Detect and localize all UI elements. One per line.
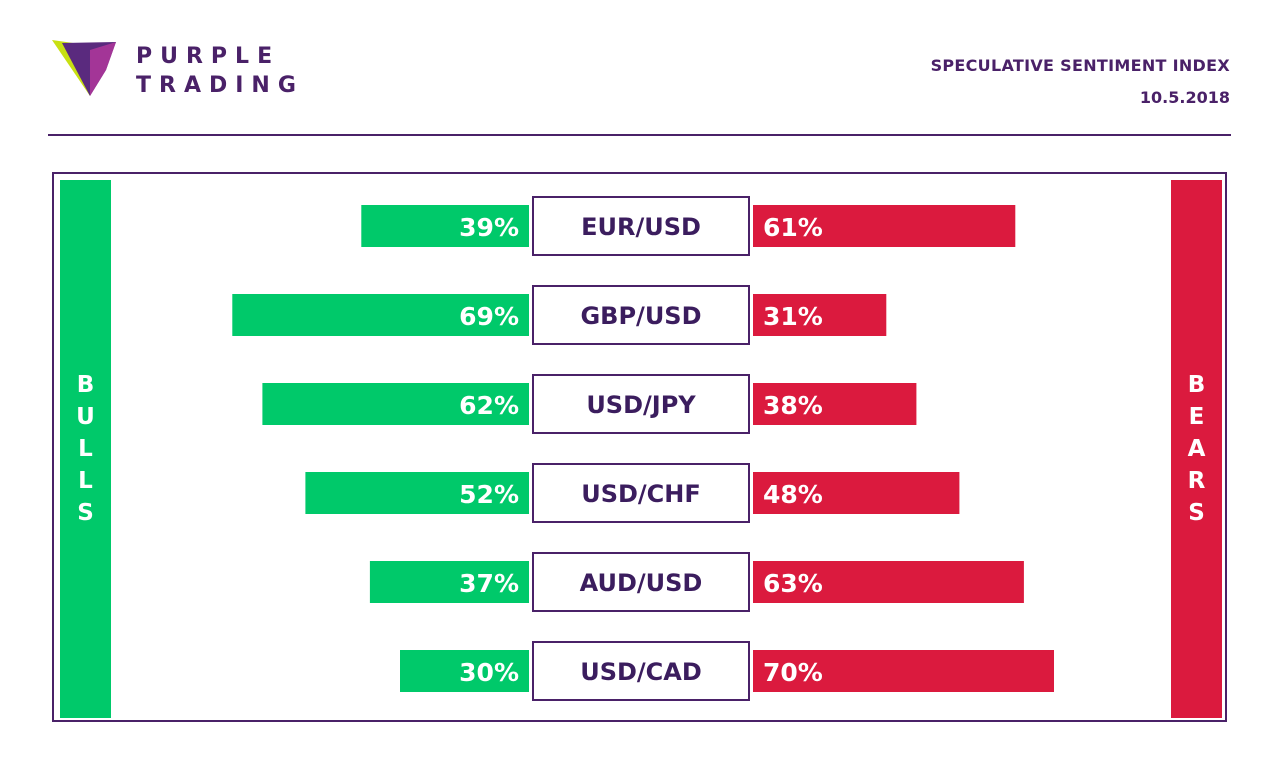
bears-letter: R — [1187, 468, 1206, 494]
bear-value-label: 48% — [763, 480, 823, 509]
bull-bar — [400, 650, 529, 692]
logo-line-1: PURPLE — [136, 44, 281, 69]
pair-label-box — [532, 285, 750, 345]
pair-label: AUD/USD — [580, 569, 703, 597]
bulls-letter: S — [77, 500, 94, 526]
bull-value-label: 39% — [459, 213, 519, 242]
pair-label-box — [532, 641, 750, 701]
pair-label-box — [532, 552, 750, 612]
bull-bar — [369, 561, 529, 603]
purple-trading-logo-icon — [52, 40, 116, 96]
bears-letter: A — [1187, 436, 1206, 462]
bull-value-label: 62% — [459, 391, 519, 420]
bears-letter: B — [1187, 372, 1206, 398]
page-title: SPECULATIVE SENTIMENT INDEX — [930, 56, 1230, 75]
bear-bar — [753, 472, 960, 514]
bulls-letter: B — [76, 372, 95, 398]
bear-bar — [753, 294, 887, 336]
pair-label: USD/CHF — [581, 480, 701, 508]
bulls-letter: U — [76, 404, 95, 430]
bears-letter: E — [1188, 404, 1205, 430]
header-divider — [48, 134, 1231, 136]
pair-label: USD/CAD — [580, 658, 702, 686]
bulls-letter: L — [78, 436, 93, 462]
bear-bar — [753, 205, 1016, 247]
pair-label-box — [532, 374, 750, 434]
bull-value-label: 52% — [459, 480, 519, 509]
bear-bar — [753, 383, 917, 425]
bear-value-label: 38% — [763, 391, 823, 420]
bull-value-label: 37% — [459, 569, 519, 598]
pair-label-box — [532, 196, 750, 256]
purple-trading-logo: PURPLE TRADING — [52, 40, 322, 100]
bear-value-label: 31% — [763, 302, 823, 331]
pair-label-box — [532, 463, 750, 523]
bull-bar — [232, 294, 530, 336]
bull-value-label: 69% — [459, 302, 519, 331]
logo-line-2: TRADING — [136, 73, 304, 98]
bear-value-label: 70% — [763, 658, 823, 687]
bull-bar — [361, 205, 529, 247]
pair-label: GBP/USD — [580, 302, 701, 330]
bull-value-label: 30% — [459, 658, 519, 687]
bear-value-label: 61% — [763, 213, 823, 242]
bulls-letter: L — [78, 468, 93, 494]
bears-letter: S — [1188, 500, 1205, 526]
pair-label: USD/JPY — [586, 391, 696, 419]
bull-bar — [262, 383, 529, 425]
header-info: SPECULATIVE SENTIMENT INDEX 10.5.2018 — [931, 56, 1230, 107]
bull-bar — [305, 472, 529, 514]
bear-value-label: 63% — [763, 569, 823, 598]
report-date: 10.5.2018 — [1139, 88, 1230, 107]
bear-bar — [753, 650, 1054, 692]
bear-bar — [753, 561, 1024, 603]
logo-wordmark: PURPLE TRADING — [136, 42, 304, 100]
pair-label: EUR/USD — [581, 213, 701, 241]
chart-frame — [52, 172, 1227, 722]
